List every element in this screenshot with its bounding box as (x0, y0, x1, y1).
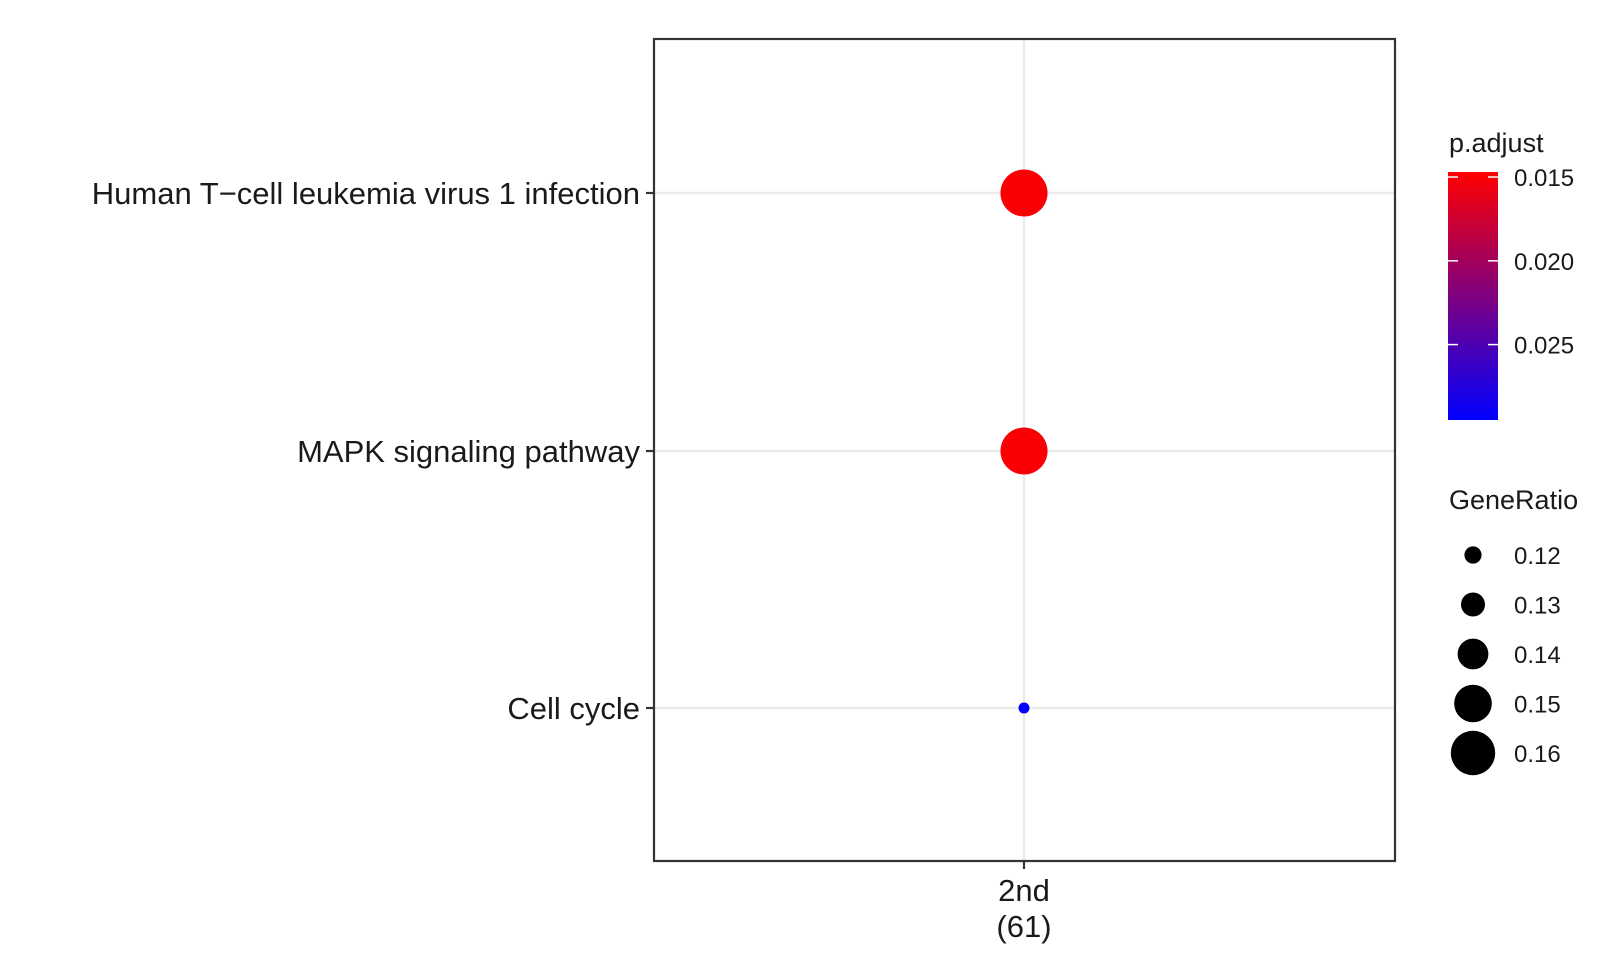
size-legend: GeneRatio 0.12 0.13 0.14 0.15 0.16 (1449, 485, 1578, 776)
size-legend-marker (1461, 592, 1485, 617)
color-legend-bar (1448, 172, 1498, 420)
size-legend-label: 0.15 (1514, 692, 1561, 719)
data-point (1018, 702, 1030, 714)
size-legend-label: 0.16 (1514, 741, 1561, 768)
size-legend-label: 0.14 (1514, 642, 1561, 669)
x-tick-label: 2nd (61) (996, 873, 1051, 944)
data-point (1000, 169, 1048, 217)
y-tick-label: MAPK signaling pathway (297, 434, 640, 469)
data-point (1000, 427, 1048, 475)
color-legend-tick-label: 0.015 (1514, 165, 1574, 192)
data-points (1000, 169, 1048, 714)
size-legend-marker (1457, 638, 1489, 670)
y-tick-label: Human T−cell leukemia virus 1 infection (92, 176, 640, 211)
x-axis: 2nd (61) (996, 861, 1052, 944)
y-axis: Human T−cell leukemia virus 1 infection M… (92, 176, 654, 726)
size-legend-marker (1454, 684, 1492, 723)
x-tick-label-line1: 2nd (998, 873, 1050, 908)
size-legend-marker (1464, 546, 1482, 564)
color-legend-tick-label: 0.020 (1514, 249, 1574, 276)
color-legend-title: p.adjust (1449, 128, 1544, 158)
size-legend-label: 0.13 (1514, 593, 1561, 620)
size-legend-marker (1450, 730, 1496, 776)
x-tick-label-line2: (61) (996, 909, 1051, 944)
y-tick-label: Cell cycle (507, 691, 640, 726)
color-legend-tick-label: 0.025 (1514, 333, 1574, 360)
color-legend: p.adjust 0.015 0.020 0.025 (1448, 128, 1574, 420)
size-legend-title: GeneRatio (1449, 485, 1578, 515)
size-legend-label: 0.12 (1514, 543, 1561, 570)
